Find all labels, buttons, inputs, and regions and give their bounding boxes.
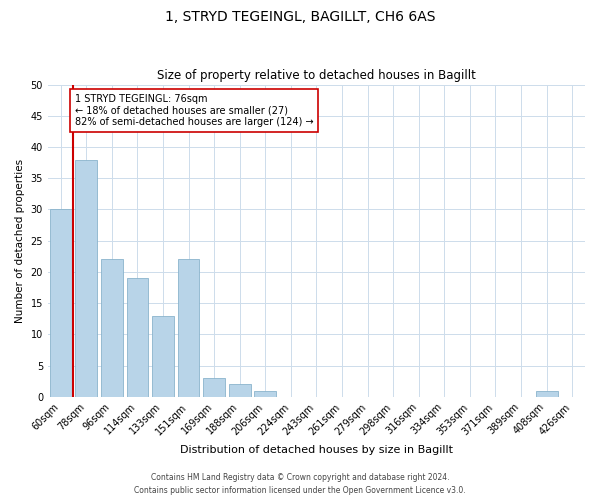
Bar [536, 390, 557, 397]
Title: Size of property relative to detached houses in Bagillt: Size of property relative to detached ho… [157, 69, 476, 82]
Text: 1 STRYD TEGEINGL: 76sqm
← 18% of detached houses are smaller (27)
82% of semi-de: 1 STRYD TEGEINGL: 76sqm ← 18% of detache… [75, 94, 313, 127]
Bar [254, 390, 276, 397]
Y-axis label: Number of detached properties: Number of detached properties [15, 158, 25, 323]
Bar [50, 210, 71, 397]
Bar [178, 260, 199, 397]
Bar [127, 278, 148, 397]
Bar [101, 260, 123, 397]
Text: 1, STRYD TEGEINGL, BAGILLT, CH6 6AS: 1, STRYD TEGEINGL, BAGILLT, CH6 6AS [165, 10, 435, 24]
Bar [229, 384, 251, 397]
Text: Contains HM Land Registry data © Crown copyright and database right 2024.
Contai: Contains HM Land Registry data © Crown c… [134, 474, 466, 495]
X-axis label: Distribution of detached houses by size in Bagillt: Distribution of detached houses by size … [180, 445, 453, 455]
Bar [152, 316, 174, 397]
Bar [76, 160, 97, 397]
Bar [203, 378, 225, 397]
